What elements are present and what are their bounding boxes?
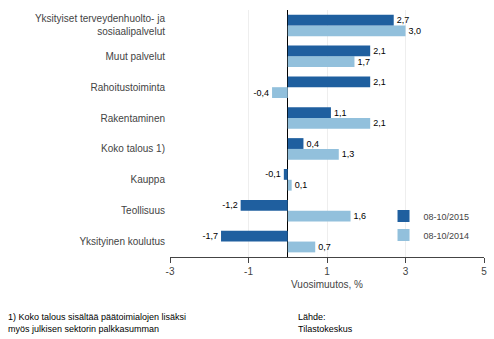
svg-text:-1,2: -1,2 <box>222 200 238 210</box>
svg-text:-3: -3 <box>166 266 175 277</box>
svg-text:Teollisuus: Teollisuus <box>121 205 165 216</box>
svg-text:1,7: 1,7 <box>357 57 370 67</box>
svg-text:0,7: 0,7 <box>318 242 331 252</box>
svg-text:1,1: 1,1 <box>334 108 347 118</box>
svg-text:-0,1: -0,1 <box>265 169 281 179</box>
svg-text:1) Koko talous sisältää päätoi: 1) Koko talous sisältää päätoimialojen l… <box>8 312 186 334</box>
svg-text:2,1: 2,1 <box>373 46 386 56</box>
svg-text:2,1: 2,1 <box>373 118 386 128</box>
svg-text:1,3: 1,3 <box>342 149 355 159</box>
svg-text:3: 3 <box>403 266 409 277</box>
svg-text:Muut palvelut: Muut palvelut <box>106 51 166 62</box>
svg-text:Koko talous 1): Koko talous 1) <box>101 143 165 154</box>
svg-text:0,4: 0,4 <box>306 139 319 149</box>
svg-text:Lähde:Tilastokeskus: Lähde:Tilastokeskus <box>298 312 353 334</box>
svg-text:Yksityiset terveydenhuolto- ja: Yksityiset terveydenhuolto- jasosiaalipa… <box>35 13 166 37</box>
svg-text:Vuosimuutos, %: Vuosimuutos, % <box>291 279 363 290</box>
svg-text:3,0: 3,0 <box>409 26 422 36</box>
svg-text:08-10/2015: 08-10/2015 <box>424 212 470 222</box>
svg-text:-0,4: -0,4 <box>254 88 270 98</box>
svg-text:0,1: 0,1 <box>295 180 308 190</box>
svg-text:1: 1 <box>324 266 330 277</box>
svg-text:1,6: 1,6 <box>354 211 367 221</box>
svg-text:Rahoitustoiminta: Rahoitustoiminta <box>91 82 166 93</box>
svg-text:2,7: 2,7 <box>397 15 410 25</box>
svg-text:Rakentaminen: Rakentaminen <box>101 113 165 124</box>
svg-text:Yksityinen koulutus: Yksityinen koulutus <box>79 236 165 247</box>
svg-text:2,1: 2,1 <box>373 77 386 87</box>
svg-text:08-10/2014: 08-10/2014 <box>424 231 470 241</box>
svg-text:5: 5 <box>481 266 487 277</box>
svg-text:-1: -1 <box>244 266 253 277</box>
svg-text:Kauppa: Kauppa <box>131 174 166 185</box>
svg-text:-1,7: -1,7 <box>203 231 219 241</box>
